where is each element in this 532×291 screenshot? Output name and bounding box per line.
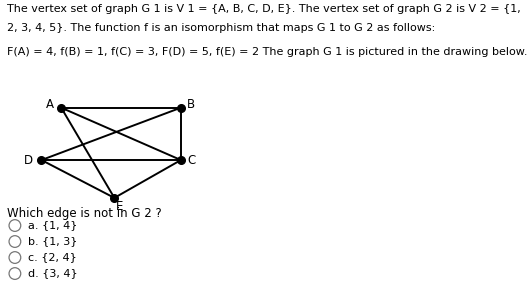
Text: a. {1, 4}: a. {1, 4} [28,221,77,230]
Text: b. {1, 3}: b. {1, 3} [28,237,77,246]
Text: The vertex set of graph G 1 is V 1 = {A, B, C, D, E}. The vertex set of graph G : The vertex set of graph G 1 is V 1 = {A,… [7,4,521,14]
Text: D: D [23,154,33,166]
Text: c. {2, 4}: c. {2, 4} [28,253,77,262]
Text: B: B [186,98,195,111]
Text: d. {3, 4}: d. {3, 4} [28,269,77,278]
Text: A: A [45,98,54,111]
Text: Which edge is not in G 2 ?: Which edge is not in G 2 ? [7,207,162,220]
Text: 2, 3, 4, 5}. The function f is an isomorphism that maps G 1 to G 2 as follows:: 2, 3, 4, 5}. The function f is an isomor… [7,23,435,33]
Text: C: C [187,154,196,166]
Text: F(A) = 4, f(B) = 1, f(C) = 3, F(D) = 5, f(E) = 2 The graph G 1 is pictured in th: F(A) = 4, f(B) = 1, f(C) = 3, F(D) = 5, … [7,47,527,56]
Text: E: E [116,200,123,212]
